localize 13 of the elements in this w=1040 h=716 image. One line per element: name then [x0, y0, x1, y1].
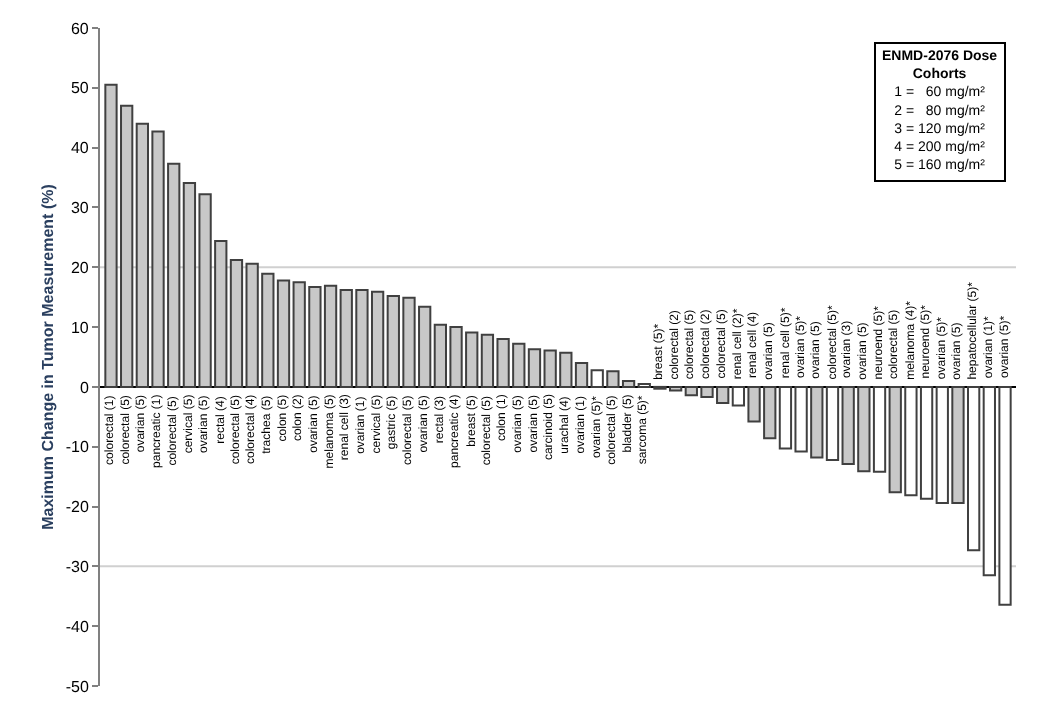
y-tick-label: 20 — [70, 258, 90, 277]
y-tick-label: -40 — [65, 617, 90, 636]
y-tick-label: -50 — [65, 677, 90, 696]
y-tick-label: -20 — [65, 498, 90, 517]
y-tick-label: 0 — [79, 378, 90, 397]
y-axis-title: Maximum Change in Tumor Measurement (%) — [39, 183, 58, 530]
y-tick-label: 50 — [70, 79, 90, 98]
y-tick-label: 30 — [70, 199, 90, 218]
y-tick-label: 40 — [70, 139, 90, 158]
y-tick-label: 10 — [70, 318, 90, 337]
y-tick-label: 60 — [70, 19, 90, 38]
y-tick-label: -10 — [65, 438, 90, 457]
y-tick-label: -30 — [65, 557, 90, 576]
